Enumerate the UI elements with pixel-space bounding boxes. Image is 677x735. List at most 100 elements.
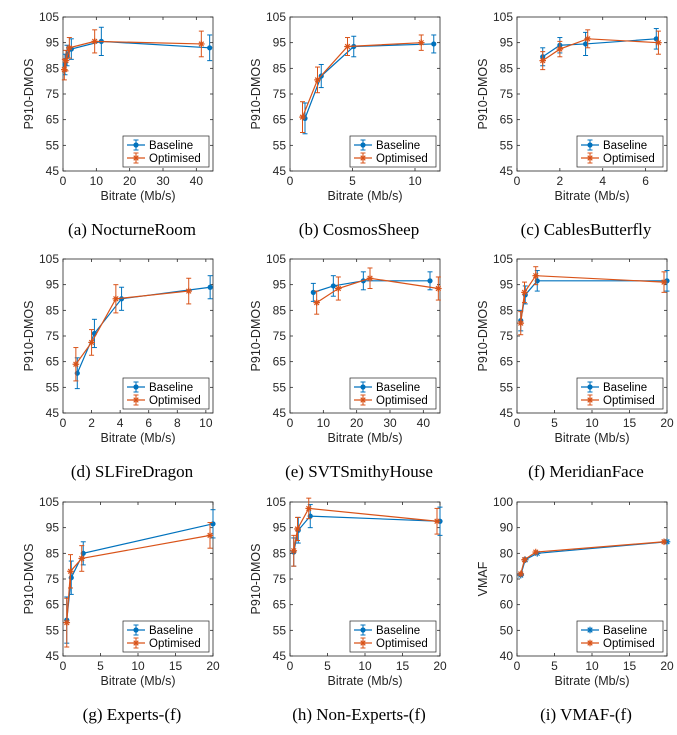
y-tick-label: 95 bbox=[273, 521, 287, 535]
series-optimised bbox=[61, 29, 205, 81]
y-tick-label: 75 bbox=[46, 87, 60, 101]
y-axis-label: P910-DMOS bbox=[249, 301, 263, 372]
legend-label: Optimised bbox=[376, 153, 428, 165]
legend-marker bbox=[360, 142, 366, 148]
legend-label: Baseline bbox=[603, 625, 647, 637]
data-point bbox=[78, 555, 86, 562]
chart-panel: 0 10 20 30 40 45 55 65 75 85 95 105 Bitrate (Mb/s) P9… bbox=[249, 252, 442, 481]
star-marker-stroke bbox=[533, 272, 539, 279]
legend-marker bbox=[359, 154, 367, 162]
star-marker-stroke bbox=[360, 155, 366, 161]
y-tick-label: 75 bbox=[500, 329, 514, 343]
y-tick-label: 85 bbox=[46, 546, 60, 560]
legend-marker bbox=[133, 627, 139, 633]
data-point bbox=[431, 41, 437, 47]
x-axis-label: Bitrate (Mb/s) bbox=[327, 189, 402, 203]
data-point bbox=[653, 36, 659, 42]
star-marker-stroke bbox=[584, 36, 591, 42]
series-optimised bbox=[517, 266, 668, 336]
x-tick-label: 15 bbox=[623, 416, 637, 430]
y-tick-label: 65 bbox=[500, 113, 514, 127]
y-tick-label: 85 bbox=[500, 303, 514, 317]
star-marker-stroke bbox=[306, 505, 312, 512]
chart-panel: 0 5 10 15 20 45 55 65 75 85 95 105 Bitrate (Mb/s) P91… bbox=[476, 252, 674, 481]
y-tick-label: 105 bbox=[39, 10, 59, 24]
y-tick-label: 45 bbox=[273, 406, 287, 420]
x-axis-label: Bitrate (Mb/s) bbox=[554, 189, 629, 203]
x-tick-label: 8 bbox=[174, 416, 181, 430]
series-baseline bbox=[302, 34, 437, 135]
y-tick-label: 105 bbox=[39, 252, 59, 266]
data-point bbox=[582, 41, 589, 47]
data-point bbox=[299, 113, 306, 121]
legend-box bbox=[349, 377, 437, 410]
y-tick-label: 75 bbox=[500, 87, 514, 101]
legend-marker bbox=[360, 627, 366, 633]
legend-marker bbox=[587, 384, 593, 390]
x-axis-label: Bitrate (Mb/s) bbox=[100, 431, 175, 445]
y-tick-label: 55 bbox=[46, 623, 60, 637]
legend-marker bbox=[132, 639, 140, 647]
legend-label: Optimised bbox=[603, 153, 655, 165]
x-tick-label: 5 bbox=[97, 659, 104, 673]
series-optimised bbox=[299, 34, 425, 133]
legend-label: Baseline bbox=[603, 382, 647, 394]
data-point bbox=[313, 299, 320, 306]
y-tick-label: 65 bbox=[46, 598, 60, 612]
y-tick-label: 90 bbox=[500, 521, 514, 535]
star-marker-stroke bbox=[360, 397, 366, 403]
x-tick-label: 5 bbox=[551, 659, 558, 673]
data-point bbox=[112, 295, 120, 303]
data-point bbox=[366, 274, 374, 282]
star-marker-stroke bbox=[113, 296, 119, 302]
x-tick-label: 10 bbox=[585, 416, 599, 430]
y-tick-label: 70 bbox=[500, 572, 514, 586]
series-optimised bbox=[539, 29, 662, 71]
legend-label: Optimised bbox=[149, 395, 201, 407]
x-tick-label: 10 bbox=[408, 174, 422, 188]
x-tick-label: 10 bbox=[585, 659, 599, 673]
y-tick-label: 85 bbox=[273, 303, 287, 317]
legend-label: Optimised bbox=[603, 395, 655, 407]
x-tick-label: 0 bbox=[514, 174, 521, 188]
x-tick-label: 0 bbox=[514, 416, 521, 430]
star-marker-stroke bbox=[655, 39, 662, 46]
y-tick-label: 55 bbox=[273, 380, 287, 394]
x-tick-label: 30 bbox=[156, 174, 170, 188]
x-tick-label: 6 bbox=[642, 174, 649, 188]
y-axis-label: P910-DMOS bbox=[249, 544, 263, 615]
data-point bbox=[198, 40, 205, 48]
series-line bbox=[520, 275, 665, 324]
legend-marker bbox=[133, 142, 139, 148]
series-line bbox=[316, 277, 439, 304]
x-tick-label: 0 bbox=[287, 659, 294, 673]
data-point bbox=[521, 556, 528, 564]
y-tick-label: 95 bbox=[46, 36, 60, 50]
y-tick-label: 55 bbox=[46, 380, 60, 394]
legend-marker bbox=[359, 639, 367, 647]
series-line bbox=[304, 43, 434, 119]
star-marker-stroke bbox=[661, 279, 667, 285]
data-point bbox=[91, 38, 98, 45]
legend-label: Optimised bbox=[149, 153, 201, 165]
star-marker-stroke bbox=[518, 320, 524, 326]
y-tick-label: 55 bbox=[500, 138, 514, 152]
x-tick-label: 15 bbox=[169, 659, 183, 673]
data-point bbox=[67, 568, 74, 575]
star-marker-stroke bbox=[198, 41, 205, 47]
data-point bbox=[435, 285, 442, 292]
legend-marker bbox=[133, 384, 139, 390]
x-axis-label: Bitrate (Mb/s) bbox=[554, 431, 629, 445]
panel-caption: (g) Experts-(f) bbox=[83, 705, 182, 724]
x-tick-label: 2 bbox=[557, 174, 564, 188]
y-tick-label: 55 bbox=[273, 138, 287, 152]
y-tick-label: 65 bbox=[273, 113, 287, 127]
legend-marker bbox=[587, 142, 593, 148]
data-point bbox=[433, 517, 441, 525]
data-point bbox=[63, 619, 71, 626]
star-marker-stroke bbox=[133, 640, 139, 646]
panel-caption: (h) Non-Experts-(f) bbox=[292, 705, 426, 724]
